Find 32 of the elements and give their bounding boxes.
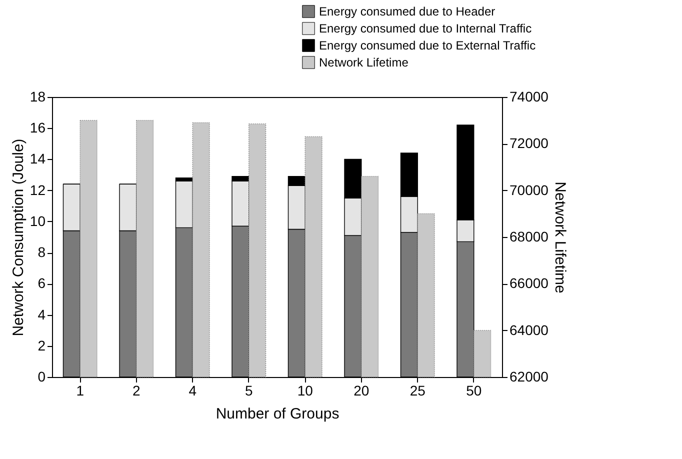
y2-tick-label: 62000 [510, 368, 549, 384]
x-tick-label: 1 [76, 382, 84, 398]
legend-label: Energy consumed due to External Traffic [319, 38, 536, 52]
x-tick-label: 50 [466, 382, 482, 398]
y2-tick-label: 64000 [510, 322, 549, 338]
y2-tick-label: 72000 [510, 135, 549, 152]
y-tick-label: 10 [30, 212, 46, 229]
y2-tick-label: 74000 [510, 88, 549, 104]
y-tick-label: 4 [38, 306, 46, 322]
x-tick-label: 25 [410, 382, 426, 398]
legend-label: Energy consumed due to Internal Traffic [319, 22, 532, 36]
y2-tick-label: 70000 [510, 182, 549, 198]
y-tick-label: 16 [30, 120, 46, 136]
y2-axis-title: Network Lifetime [551, 182, 568, 294]
y-tick-label: 6 [38, 275, 46, 292]
y-tick-label: 8 [38, 244, 46, 260]
x-tick-label: 10 [297, 382, 314, 398]
legend-label: Energy consumed due to Header [319, 4, 496, 18]
x-tick-label: 4 [188, 382, 197, 398]
y2-tick-label: 66000 [510, 275, 549, 292]
y-tick-label: 2 [38, 337, 46, 354]
y2-tick-label: 68000 [510, 228, 549, 244]
y-tick-label: 0 [38, 368, 46, 384]
y-tick-label: 18 [30, 88, 46, 104]
y-tick-label: 12 [30, 182, 46, 198]
x-axis-title: Number of Groups [216, 406, 340, 422]
x-tick-label: 20 [354, 382, 370, 398]
y-tick-label: 14 [30, 150, 46, 167]
y-axis-title: Network Consumption (Joule) [10, 138, 27, 336]
x-tick-label: 2 [132, 382, 140, 398]
x-tick-label: 5 [244, 382, 253, 398]
legend-label: Network Lifetime [319, 56, 409, 70]
